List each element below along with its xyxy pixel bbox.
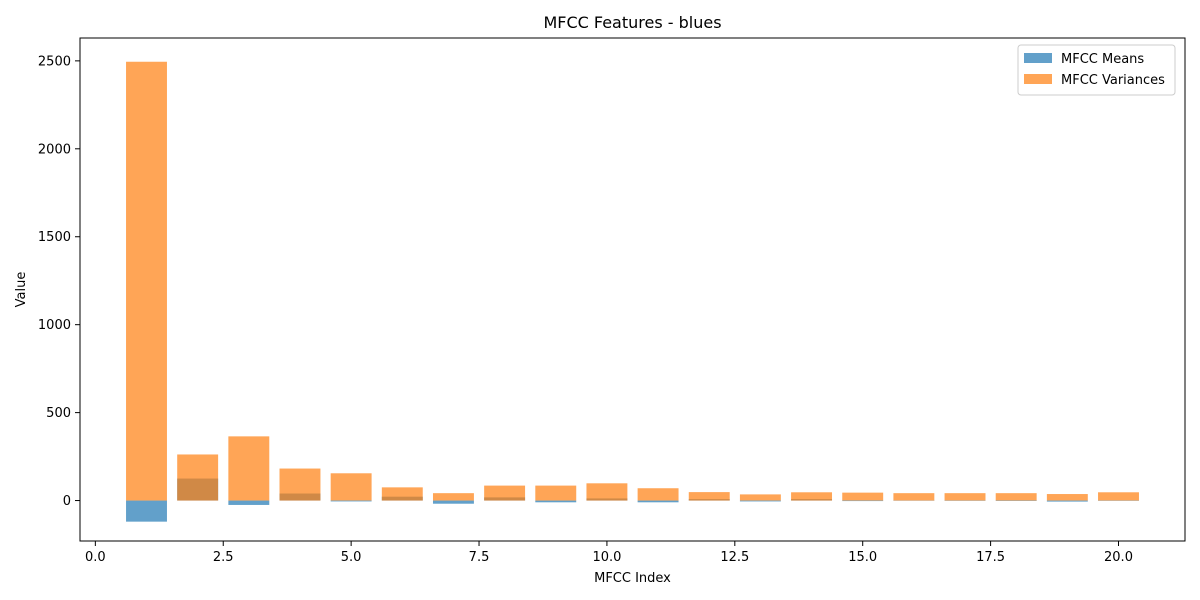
legend-box xyxy=(1017,44,1176,96)
y-tick-label: 0 xyxy=(63,494,71,509)
bar-s1-mfcc-18 xyxy=(995,493,1037,501)
legend-swatch xyxy=(1024,53,1052,63)
bar-s1-mfcc-3 xyxy=(228,436,270,501)
legend-label: MFCC Variances xyxy=(1061,73,1165,88)
bar-s1-mfcc-14 xyxy=(791,492,833,501)
bar-s1-mfcc-16 xyxy=(893,493,935,501)
bar-s0-mfcc-5 xyxy=(330,500,372,502)
x-axis-label: MFCC Index xyxy=(594,571,671,586)
x-tick-label: 7.5 xyxy=(469,550,490,565)
bar-s1-mfcc-2 xyxy=(177,454,219,501)
chart-title: MFCC Features - blues xyxy=(543,13,721,32)
x-axis-ticks: 0.0 2.5 5.0 7.5 10.0 12.5 15.0 17.5 20.0 xyxy=(85,541,1133,565)
legend-label: MFCC Means xyxy=(1061,52,1144,67)
legend-swatch xyxy=(1024,74,1052,84)
bar-s1-mfcc-11 xyxy=(637,488,679,501)
bar-s0-mfcc-19 xyxy=(1046,500,1088,502)
x-tick-label: 2.5 xyxy=(213,550,234,565)
bar-s1-mfcc-15 xyxy=(842,492,884,501)
bar-s1-mfcc-8 xyxy=(484,485,526,501)
y-axis-label: Value xyxy=(14,272,29,308)
bar-s1-mfcc-4 xyxy=(279,468,321,501)
x-tick-label: 17.5 xyxy=(976,550,1005,565)
bar-s1-mfcc-1 xyxy=(126,61,167,501)
x-tick-label: 12.5 xyxy=(720,550,749,565)
bar-s1-mfcc-17 xyxy=(944,493,986,501)
bar-s1-mfcc-6 xyxy=(381,487,423,501)
y-tick-label: 2000 xyxy=(38,142,71,157)
y-tick-label: 1500 xyxy=(38,230,71,245)
bar-s0-mfcc-11 xyxy=(637,500,679,503)
legend: MFCC Means MFCC Variances xyxy=(1017,44,1176,96)
bar-s0-mfcc-7 xyxy=(432,500,474,504)
y-tick-label: 2500 xyxy=(38,54,71,69)
bar-s1-mfcc-7 xyxy=(432,493,474,501)
bar-s0-mfcc-3 xyxy=(228,500,270,505)
bar-s0-mfcc-15 xyxy=(842,500,884,502)
plot-frame xyxy=(79,37,1186,542)
bar-s1-mfcc-19 xyxy=(1046,494,1088,501)
bar-s0-mfcc-13 xyxy=(739,500,781,502)
bars-group xyxy=(126,61,1139,522)
bar-s1-mfcc-10 xyxy=(586,483,628,501)
x-tick-label: 5.0 xyxy=(341,550,362,565)
x-tick-label: 15.0 xyxy=(848,550,877,565)
bar-s1-mfcc-13 xyxy=(739,494,781,501)
x-tick-label: 0.0 xyxy=(85,550,106,565)
y-axis-ticks: 0 500 1000 1500 2000 2500 xyxy=(38,54,80,509)
bar-s0-mfcc-1 xyxy=(126,500,167,522)
bar-s1-mfcc-12 xyxy=(688,492,730,501)
bar-s0-mfcc-9 xyxy=(535,500,577,503)
bar-s1-mfcc-5 xyxy=(330,473,372,501)
bar-s1-mfcc-20 xyxy=(1098,492,1139,501)
y-tick-label: 500 xyxy=(46,406,71,421)
x-tick-label: 10.0 xyxy=(592,550,621,565)
y-tick-label: 1000 xyxy=(38,318,71,333)
bar-s0-mfcc-18 xyxy=(995,500,1037,501)
bar-s1-mfcc-9 xyxy=(535,485,577,501)
x-tick-label: 20.0 xyxy=(1104,550,1133,565)
